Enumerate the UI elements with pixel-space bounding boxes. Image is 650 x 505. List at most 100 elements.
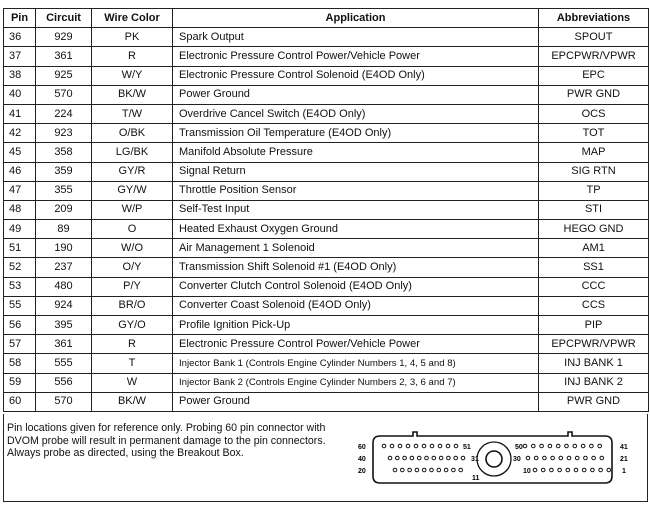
- label-pin-20: 20: [358, 468, 366, 475]
- connector-pin: [574, 455, 580, 461]
- connector-pin: [453, 443, 459, 449]
- wire-color-cell: PK: [91, 27, 173, 48]
- connector-pin: [413, 443, 419, 449]
- connector-pin: [522, 443, 528, 449]
- connector-pin: [581, 467, 587, 473]
- application-cell: Injector Bank 1 (Controls Engine Cylinde…: [172, 353, 539, 374]
- wire-color-cell: R: [91, 46, 173, 67]
- wire-color-cell: GY/O: [91, 314, 173, 336]
- application-cell: Air Management 1 Solenoid: [172, 238, 539, 259]
- abbreviation-cell: HEGO GND: [538, 219, 649, 240]
- connector-pin: [443, 467, 449, 473]
- table-row: 57 361 R Electronic Pressure Control Power/…: [3, 334, 649, 355]
- circuit-cell: 359: [35, 161, 92, 182]
- connector-pin: [542, 455, 547, 461]
- table-row: 52 237 O/Y Transmission Shift Solenoid #1 (…: [3, 257, 649, 278]
- connector-pin: [599, 455, 605, 461]
- wire-color-cell: W/Y: [91, 65, 173, 86]
- wire-color-cell: W/P: [91, 199, 173, 221]
- header-wire-color: Wire Color: [91, 7, 173, 29]
- label-pin-41: 41: [620, 444, 628, 451]
- connector-pin: [583, 455, 588, 461]
- circuit-cell: 395: [35, 314, 92, 336]
- abbreviation-cell: CCC: [538, 276, 649, 297]
- reference-note: Pin locations given for reference only. …: [7, 422, 326, 459]
- abbreviation-cell: PIP: [538, 314, 649, 336]
- pin-cell: 48: [3, 199, 36, 221]
- pinout-table-container: Pin Circuit Wire Color Application Abbre…: [3, 7, 649, 412]
- circuit-cell: 358: [35, 142, 92, 163]
- connector-pin: [458, 467, 463, 473]
- connector-pin: [590, 467, 595, 473]
- wire-color-cell: BR/O: [91, 295, 173, 317]
- application-cell: Injector Bank 2 (Controls Engine Cylinde…: [172, 372, 539, 393]
- table-row: 59 556 W Injector Bank 2 (Controls Engine C…: [3, 372, 649, 393]
- connector-pin: [445, 443, 451, 449]
- wire-color-cell: O/Y: [91, 257, 173, 278]
- connector-pin: [397, 443, 403, 449]
- abbreviation-cell: SPOUT: [538, 27, 649, 48]
- wire-color-cell: BK/W: [91, 84, 173, 105]
- connector-pin: [539, 443, 544, 449]
- pin-cell: 47: [3, 180, 36, 201]
- circuit-cell: 555: [35, 353, 92, 374]
- abbreviation-cell: EPC: [538, 65, 649, 86]
- footer-panel: Pin locations given for reference only. …: [3, 414, 648, 502]
- application-cell: Overdrive Cancel Switch (E4OD Only): [172, 103, 539, 125]
- connector-pin: [436, 467, 442, 473]
- circuit-cell: 924: [35, 295, 92, 317]
- abbreviation-cell: INJ BANK 1: [538, 353, 649, 374]
- application-cell: Transmission Oil Temperature (E4OD Only): [172, 123, 539, 144]
- connector-pin: [525, 455, 531, 461]
- wire-color-cell: LG/BK: [91, 142, 173, 163]
- connector-pin: [532, 467, 538, 473]
- connector-pin: [572, 443, 578, 449]
- connector-pin: [392, 467, 398, 473]
- wire-color-cell: T: [91, 353, 173, 374]
- label-pin-60: 60: [358, 444, 366, 451]
- application-cell: Converter Clutch Control Solenoid (E4OD …: [172, 276, 539, 297]
- wire-color-cell: T/W: [91, 103, 173, 125]
- abbreviation-cell: PWR GND: [538, 84, 649, 105]
- application-cell: Electronic Pressure Control Power/Vehicl…: [172, 334, 539, 355]
- table-row: 45 358 LG/BK Manifold Absolute Pressure MAP: [3, 142, 649, 163]
- pin-cell: 52: [3, 257, 36, 278]
- label-pin-21: 21: [620, 456, 628, 463]
- wire-color-cell: R: [91, 334, 173, 355]
- abbreviation-cell: EPCPWR/VPWR: [538, 46, 649, 67]
- connector-pin: [389, 443, 395, 449]
- wire-color-cell: P/Y: [91, 276, 173, 297]
- connector-center-ring-outer: [476, 441, 512, 477]
- pin-cell: 36: [3, 27, 36, 48]
- wire-color-cell: BK/W: [91, 391, 173, 412]
- connector-pin: [533, 455, 539, 461]
- table-row: 40 570 BK/W Power Ground PWR GND: [3, 84, 649, 105]
- abbreviation-cell: SS1: [538, 257, 649, 278]
- table-row: 41 224 T/W Overdrive Cancel Switch (E4OD On…: [3, 103, 649, 125]
- header-circuit: Circuit: [35, 7, 92, 29]
- application-cell: Profile Ignition Pick-Up: [172, 314, 539, 336]
- label-pin-51: 51: [463, 444, 471, 451]
- circuit-cell: 361: [35, 334, 92, 355]
- connector-pin: [405, 443, 411, 449]
- circuit-cell: 570: [35, 84, 92, 105]
- pin-cell: 46: [3, 161, 36, 182]
- connector-pin: [429, 443, 435, 449]
- connector-pin: [597, 443, 602, 449]
- pin-cell: 55: [3, 295, 36, 317]
- connector-pin: [416, 455, 422, 461]
- pin-cell: 42: [3, 123, 36, 144]
- header-abbreviations: Abbreviations: [538, 7, 649, 29]
- table-row: 46 359 GY/R Signal Return SIG RTN: [3, 161, 649, 182]
- connector-diagram: 60 40 20 41 21 1 51 50 31 30 11 10: [358, 431, 628, 484]
- connector-pin: [555, 443, 561, 449]
- pin-cell: 49: [3, 219, 36, 240]
- pin-cell: 45: [3, 142, 36, 163]
- table-row: 51 190 W/O Air Management 1 Solenoid AM1: [3, 238, 649, 259]
- abbreviation-cell: AM1: [538, 238, 649, 259]
- abbreviation-cell: MAP: [538, 142, 649, 163]
- pin-cell: 51: [3, 238, 36, 259]
- abbreviation-cell: STI: [538, 199, 649, 221]
- connector-pin: [424, 455, 429, 461]
- application-cell: Manifold Absolute Pressure: [172, 142, 539, 163]
